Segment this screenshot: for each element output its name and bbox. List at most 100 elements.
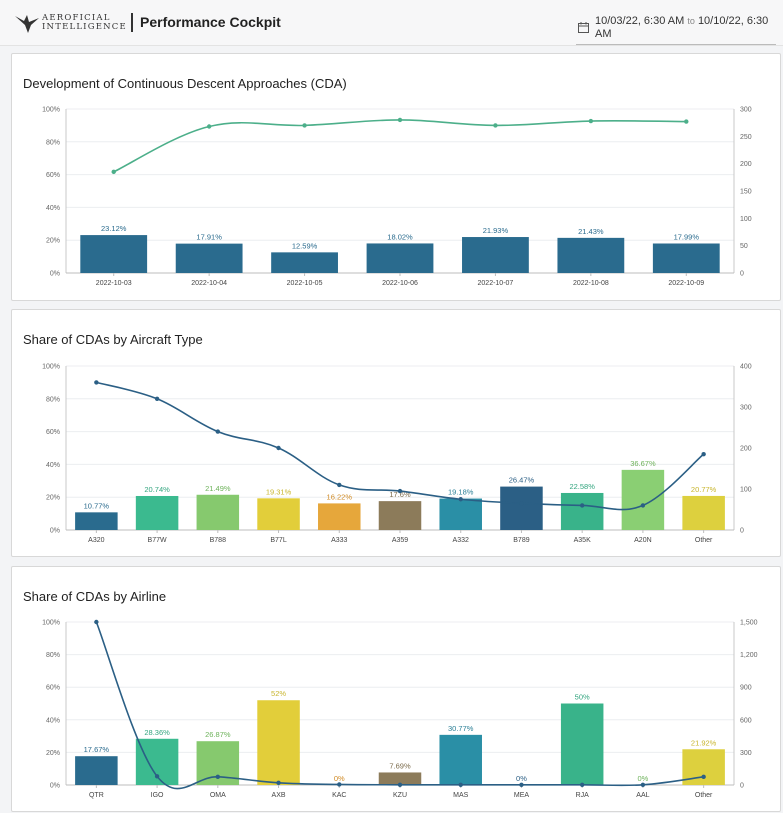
line-point bbox=[701, 774, 706, 780]
bar bbox=[500, 486, 543, 530]
y-tick-left: 60% bbox=[46, 172, 60, 179]
x-tick-label: B789 bbox=[513, 537, 529, 544]
x-tick-label: MEA bbox=[514, 792, 530, 799]
y-tick-left: 20% bbox=[46, 238, 60, 245]
y-tick-right: 600 bbox=[740, 717, 752, 724]
bar-data-label: 22.58% bbox=[569, 482, 595, 491]
line-point bbox=[337, 782, 342, 787]
brand-name-line1: AEROFICIAL bbox=[42, 13, 111, 23]
y-tick-right: 400 bbox=[740, 364, 752, 371]
y-tick-left: 60% bbox=[46, 429, 60, 436]
line-point bbox=[458, 782, 463, 787]
aircraft-type-card: Share of CDAs by Aircraft Type 0% 20% 40% 6… bbox=[11, 309, 781, 557]
x-tick-label: AAL bbox=[636, 792, 649, 799]
y-tick-left: 0% bbox=[50, 271, 60, 278]
x-tick-label: A333 bbox=[331, 537, 347, 544]
x-tick-label: 2022-10-07 bbox=[478, 280, 514, 287]
bar bbox=[257, 498, 300, 530]
y-tick-left: 100% bbox=[42, 620, 60, 627]
bar-data-label: 52% bbox=[271, 689, 286, 698]
bar-data-label: 20.74% bbox=[144, 485, 170, 494]
x-tick-label: A35K bbox=[574, 537, 591, 544]
y-tick-left: 80% bbox=[46, 396, 60, 403]
bar bbox=[560, 492, 604, 530]
bar-data-label: 18.02% bbox=[387, 232, 413, 241]
x-tick-label: 2022-10-09 bbox=[668, 280, 704, 287]
line-point bbox=[397, 117, 403, 123]
bar-data-label: 19.18% bbox=[448, 488, 474, 497]
bar-data-label: 0% bbox=[334, 774, 345, 783]
x-tick-label: 2022-10-05 bbox=[287, 280, 323, 287]
y-tick-left: 0% bbox=[50, 783, 60, 790]
bar-data-label: 17.67% bbox=[84, 745, 110, 754]
bar-data-label: 20.77% bbox=[691, 485, 717, 494]
line-point bbox=[519, 501, 524, 506]
header-divider bbox=[131, 13, 133, 32]
bar bbox=[75, 756, 118, 785]
y-tick-left: 0% bbox=[50, 528, 60, 535]
bar bbox=[366, 243, 434, 273]
x-tick-label: KAC bbox=[332, 792, 346, 799]
app-header: AEROFICIAL INTELLIGENCE Performance Cock… bbox=[0, 0, 783, 46]
calendar-icon[interactable] bbox=[578, 22, 589, 33]
bar bbox=[271, 252, 338, 273]
date-range-picker[interactable]: 10/03/22, 6:30 AM to 10/10/22, 6:30 AM bbox=[595, 15, 781, 41]
bar-data-label: 17.99% bbox=[674, 232, 700, 241]
line-point bbox=[154, 396, 160, 401]
bar-data-label: 17.6% bbox=[389, 490, 411, 499]
x-tick-label: A359 bbox=[392, 537, 408, 544]
line-point bbox=[276, 780, 281, 786]
x-tick-label: RJA bbox=[576, 792, 590, 799]
brand-logo-text: AEROFICIAL INTELLIGENCE bbox=[42, 14, 127, 32]
x-tick-label: OMA bbox=[210, 792, 226, 799]
line-point bbox=[111, 169, 116, 175]
x-tick-label: QTR bbox=[89, 792, 104, 799]
x-tick-label: MAS bbox=[453, 792, 469, 799]
line-point bbox=[458, 497, 463, 502]
bar bbox=[378, 772, 422, 785]
x-tick-label: A320 bbox=[88, 537, 104, 544]
line-point bbox=[215, 774, 221, 780]
line-point bbox=[154, 774, 160, 779]
bar-data-label: 21.92% bbox=[691, 738, 717, 747]
y-tick-right: 1,200 bbox=[740, 652, 758, 659]
bar-data-label: 16.22% bbox=[327, 492, 353, 501]
y-tick-left: 20% bbox=[46, 495, 60, 502]
bar-data-label: 30.77% bbox=[448, 724, 474, 733]
bar-data-label: 21.43% bbox=[578, 227, 604, 236]
y-tick-left: 100% bbox=[42, 364, 60, 371]
line-point bbox=[640, 503, 646, 508]
line-point bbox=[519, 782, 524, 787]
line-point bbox=[397, 488, 403, 494]
y-tick-left: 100% bbox=[42, 107, 60, 114]
date-to-word: to bbox=[687, 16, 695, 26]
line-point bbox=[493, 123, 498, 128]
x-tick-label: B77W bbox=[148, 537, 167, 544]
airline-chart: 0% 20% 40% 60% 80% 100% 0 300 600 900 1,200 1,500 17… bbox=[42, 620, 758, 800]
line-point bbox=[588, 118, 594, 124]
y-tick-right: 100 bbox=[740, 487, 752, 494]
bar bbox=[75, 512, 118, 530]
y-tick-right: 0 bbox=[740, 783, 744, 790]
line-point bbox=[94, 380, 99, 385]
y-tick-right: 0 bbox=[740, 528, 744, 535]
y-tick-left: 40% bbox=[46, 717, 60, 724]
line-point bbox=[579, 503, 585, 508]
y-tick-left: 20% bbox=[46, 750, 60, 757]
y-tick-left: 40% bbox=[46, 205, 60, 212]
bar bbox=[621, 469, 665, 530]
eagle-logo-icon bbox=[15, 15, 39, 33]
brand-name-line2: INTELLIGENCE bbox=[42, 22, 127, 32]
bar-data-label: 0% bbox=[516, 774, 527, 783]
bar-data-label: 17.91% bbox=[196, 233, 222, 242]
date-field-underline bbox=[576, 44, 776, 45]
y-tick-left: 60% bbox=[46, 685, 60, 692]
card-title-aircraft: Share of CDAs by Aircraft Type bbox=[23, 332, 203, 347]
bar bbox=[175, 243, 243, 273]
y-tick-left: 80% bbox=[46, 652, 60, 659]
y-tick-left: 40% bbox=[46, 462, 60, 469]
cda-development-card: Development of Continuous Descent Approa… bbox=[11, 53, 781, 301]
x-tick-label: B788 bbox=[210, 537, 226, 544]
page-title: Performance Cockpit bbox=[140, 14, 281, 30]
bar bbox=[257, 700, 300, 785]
